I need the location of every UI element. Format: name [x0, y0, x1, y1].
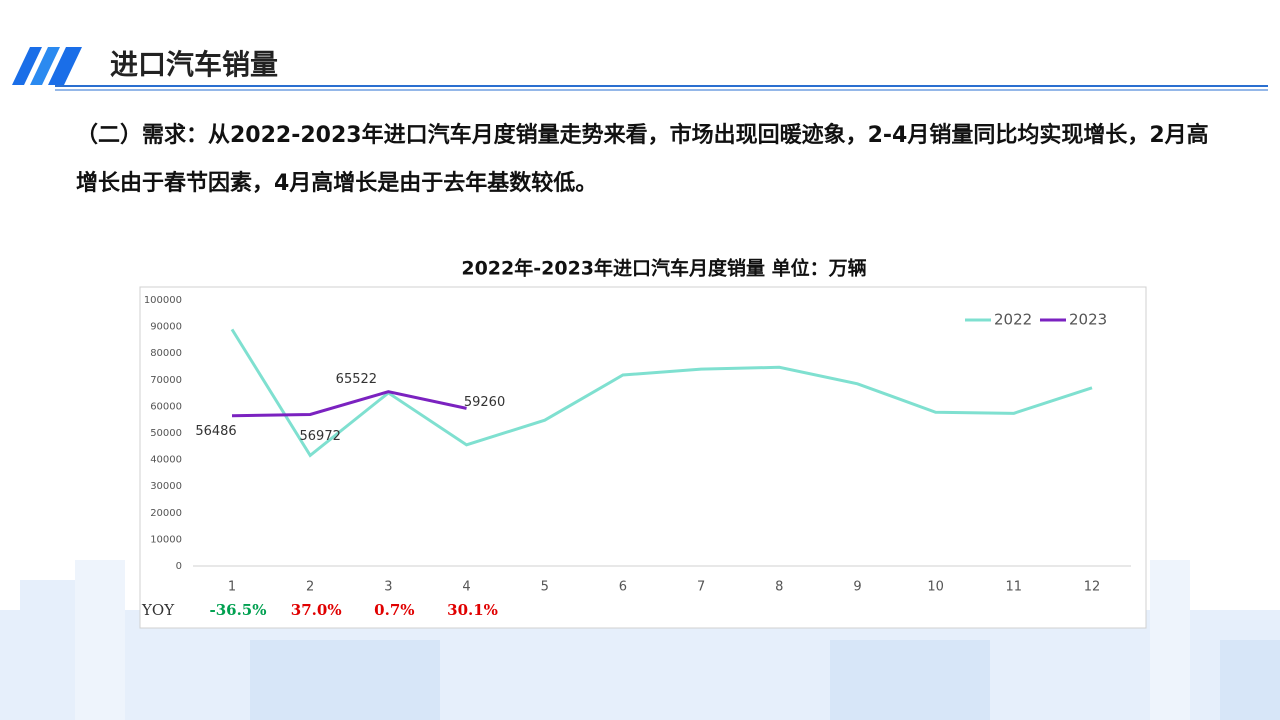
x-tick-label: 11	[1006, 580, 1023, 595]
data-label: 59260	[464, 395, 505, 410]
y-tick-label: 0	[176, 561, 182, 572]
page-title: 进口汽车销量	[110, 48, 278, 81]
y-tick-label: 20000	[150, 508, 182, 519]
x-tick-label: 1	[228, 580, 236, 595]
series-line	[231, 390, 467, 418]
yoy-value: 0.7%	[374, 601, 414, 619]
x-tick-label: 2	[306, 580, 314, 595]
y-tick-label: 70000	[150, 375, 182, 386]
x-tick-label: 6	[619, 580, 627, 595]
y-tick-label: 10000	[150, 534, 182, 545]
y-tick-label: 100000	[144, 295, 182, 306]
y-tick-label: 50000	[150, 428, 182, 439]
x-tick-label: 12	[1084, 580, 1101, 595]
yoy-value: 30.1%	[447, 601, 498, 619]
data-label: 56486	[195, 424, 236, 439]
x-tick-label: 7	[697, 580, 705, 595]
x-tick-label: 5	[541, 580, 549, 595]
legend-label: 2023	[1069, 311, 1107, 329]
chart-frame	[139, 286, 1147, 629]
x-tick-label: 9	[853, 580, 861, 595]
header-stripes	[12, 47, 82, 85]
data-label: 56972	[300, 429, 341, 444]
series-line	[230, 328, 1093, 458]
x-tick-label: 3	[384, 580, 392, 595]
x-tick-label: 8	[775, 580, 783, 595]
data-label: 65522	[336, 372, 377, 387]
y-tick-label: 90000	[150, 322, 182, 333]
yoy-value: -36.5%	[209, 601, 266, 619]
legend-label: 2022	[994, 311, 1032, 329]
x-tick-label: 10	[927, 580, 944, 595]
paragraph: （二）需求：从2022-2023年进口汽车月度销量走势来看，市场出现回暖迹象，2…	[76, 123, 1209, 196]
y-tick-label: 40000	[150, 455, 182, 466]
yoy-label: YOY	[141, 601, 175, 619]
chart-title: 2022年-2023年进口汽车月度销量 单位：万辆	[461, 257, 866, 280]
y-tick-label: 30000	[150, 481, 182, 492]
y-tick-label: 60000	[150, 401, 182, 412]
x-tick-label: 4	[462, 580, 470, 595]
yoy-value: 37.0%	[291, 601, 342, 619]
y-tick-label: 80000	[150, 348, 182, 359]
